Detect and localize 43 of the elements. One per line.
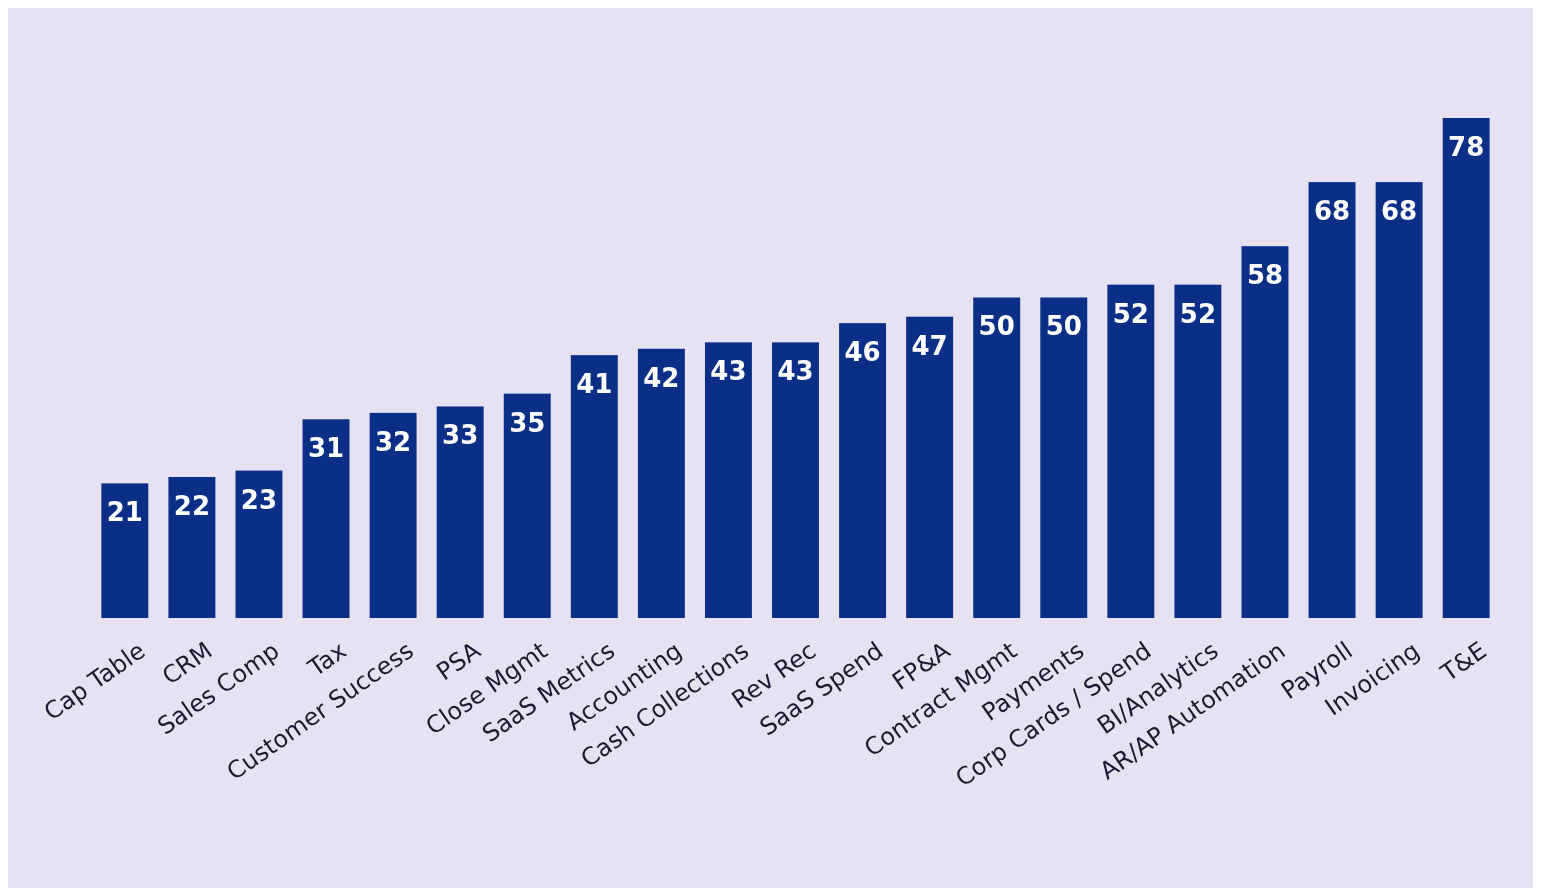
data-label: 52 — [1112, 298, 1149, 329]
bar — [1107, 284, 1155, 618]
data-label: 31 — [307, 433, 345, 464]
bar — [570, 355, 618, 618]
data-label: 50 — [1045, 311, 1082, 342]
bar — [1442, 118, 1490, 618]
data-label: 21 — [106, 497, 143, 528]
data-label: 52 — [1179, 298, 1216, 329]
data-label: 35 — [509, 407, 546, 438]
bar — [1241, 246, 1289, 618]
data-label: 33 — [442, 420, 479, 451]
data-label: 46 — [844, 337, 881, 368]
data-label: 68 — [1381, 196, 1418, 227]
data-label: 41 — [576, 369, 613, 400]
data-label: 78 — [1448, 132, 1485, 162]
data-label: 22 — [173, 490, 210, 521]
data-label: 23 — [240, 484, 278, 515]
bar — [1375, 182, 1423, 618]
bar — [973, 297, 1021, 618]
bar — [1040, 297, 1088, 618]
bar — [302, 419, 350, 618]
bar — [235, 470, 283, 618]
data-label: 68 — [1313, 196, 1351, 227]
bar — [906, 316, 954, 618]
bar — [503, 393, 551, 618]
bar — [168, 476, 216, 618]
bar — [637, 348, 685, 618]
bar — [704, 342, 752, 618]
data-label: 50 — [978, 311, 1015, 342]
data-label: 47 — [911, 330, 948, 361]
bar — [1174, 284, 1222, 618]
data-label: 43 — [777, 356, 814, 387]
bar — [369, 412, 417, 618]
bar — [436, 406, 484, 618]
bar — [101, 483, 149, 618]
x-tick-label: T&E — [1435, 636, 1492, 688]
bar — [839, 323, 887, 618]
data-label: 42 — [643, 362, 680, 393]
data-label: 43 — [710, 356, 747, 387]
bar — [1308, 182, 1356, 618]
data-label: 58 — [1246, 260, 1284, 291]
bar — [772, 342, 819, 618]
data-label: 32 — [375, 426, 412, 457]
